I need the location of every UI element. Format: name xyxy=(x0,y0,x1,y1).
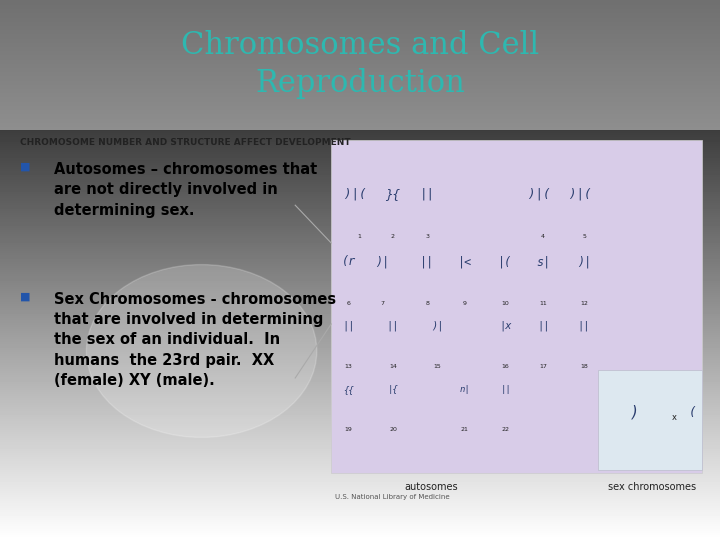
Text: x: x xyxy=(672,413,677,422)
Text: 21: 21 xyxy=(461,427,469,431)
Text: 16: 16 xyxy=(502,364,510,369)
Text: 4: 4 xyxy=(541,234,545,239)
Text: ||: || xyxy=(420,255,434,268)
Text: 13: 13 xyxy=(345,364,353,369)
Text: 17: 17 xyxy=(539,364,547,369)
Text: 11: 11 xyxy=(539,301,547,306)
Text: ■: ■ xyxy=(20,162,31,172)
Text: Sex Chromosomes - chromosomes
that are involved in determining
the sex of an ind: Sex Chromosomes - chromosomes that are i… xyxy=(54,292,336,388)
Text: )|: )| xyxy=(376,255,390,268)
Text: 12: 12 xyxy=(580,301,588,306)
Text: (r: (r xyxy=(341,255,356,268)
FancyBboxPatch shape xyxy=(0,0,720,130)
Text: 19: 19 xyxy=(345,427,353,431)
Text: ||: || xyxy=(420,188,435,201)
Text: ): ) xyxy=(630,404,639,420)
Text: ||: || xyxy=(500,385,511,394)
Text: {{: {{ xyxy=(343,385,354,394)
Text: U.S. National Library of Medicine: U.S. National Library of Medicine xyxy=(335,494,449,500)
Text: Reproduction: Reproduction xyxy=(255,68,465,99)
Text: )|: )| xyxy=(431,321,444,331)
Text: ||: || xyxy=(343,321,355,331)
Text: 1: 1 xyxy=(357,234,361,239)
Text: ||: || xyxy=(387,321,399,331)
Text: ■: ■ xyxy=(20,292,31,302)
Text: 2: 2 xyxy=(391,234,395,239)
Text: 9: 9 xyxy=(463,301,467,306)
Text: 6: 6 xyxy=(347,301,351,306)
Text: 18: 18 xyxy=(580,364,588,369)
Text: |(: |( xyxy=(498,255,513,268)
Text: 14: 14 xyxy=(389,364,397,369)
Text: sex chromosomes: sex chromosomes xyxy=(608,482,696,492)
Text: 22: 22 xyxy=(502,427,510,431)
Text: |x: |x xyxy=(499,321,512,331)
Text: (: ( xyxy=(688,406,696,419)
Text: )|(: )|( xyxy=(528,188,558,201)
Text: |<: |< xyxy=(457,255,472,268)
Text: ||: || xyxy=(577,321,590,331)
FancyBboxPatch shape xyxy=(331,140,702,472)
Text: |{: |{ xyxy=(387,385,398,394)
Text: 20: 20 xyxy=(389,427,397,431)
Circle shape xyxy=(86,265,317,437)
Text: }{: }{ xyxy=(385,188,400,201)
Text: )|(: )|( xyxy=(569,188,599,201)
Text: n|: n| xyxy=(459,385,470,394)
Text: 10: 10 xyxy=(502,301,510,306)
Text: 7: 7 xyxy=(381,301,384,306)
Text: autosomes: autosomes xyxy=(405,482,458,492)
Text: 8: 8 xyxy=(425,301,429,306)
Text: 3: 3 xyxy=(425,234,429,239)
Text: s|: s| xyxy=(536,255,550,268)
Text: CHROMOSOME NUMBER AND STRUCTURE AFFECT DEVELOPMENT: CHROMOSOME NUMBER AND STRUCTURE AFFECT D… xyxy=(20,138,351,147)
Text: Autosomes – chromosomes that
are not directly involved in
determining sex.: Autosomes – chromosomes that are not dir… xyxy=(54,162,318,218)
Text: )|(: )|( xyxy=(344,188,374,201)
Text: ||: || xyxy=(537,321,549,331)
Text: Chromosomes and Cell: Chromosomes and Cell xyxy=(181,30,539,62)
Text: 5: 5 xyxy=(582,234,586,239)
Text: 15: 15 xyxy=(433,364,441,369)
Text: )|: )| xyxy=(577,255,591,268)
FancyBboxPatch shape xyxy=(598,370,702,470)
